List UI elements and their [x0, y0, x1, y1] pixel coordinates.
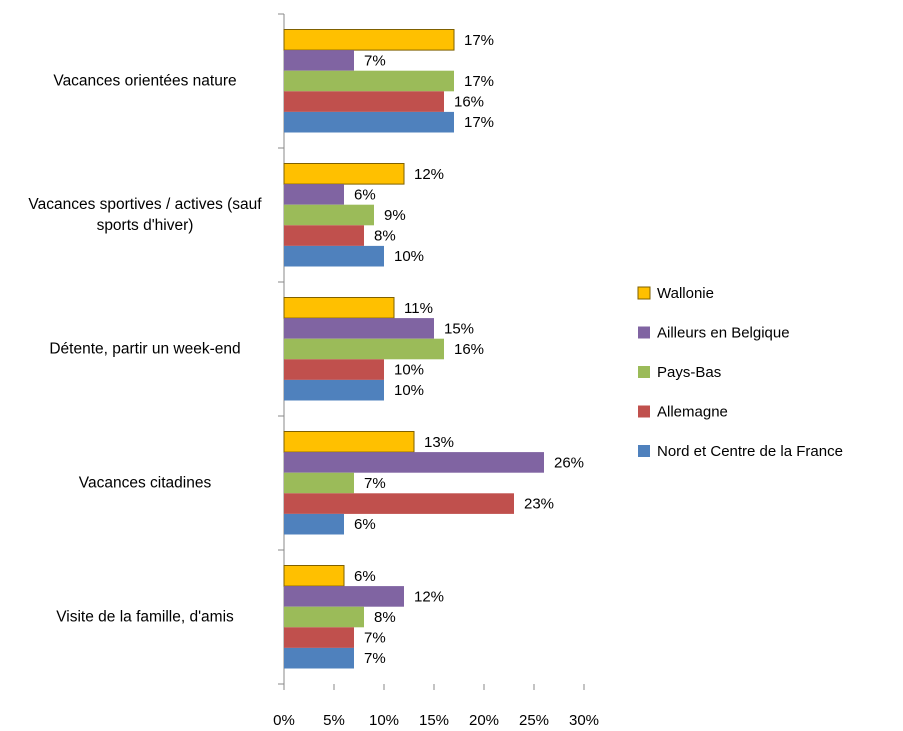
- value-label: 23%: [524, 496, 554, 513]
- bar: [284, 493, 514, 514]
- value-label: 10%: [394, 248, 424, 265]
- value-label: 17%: [464, 73, 494, 90]
- category-label: Détente, partir un week-end: [49, 340, 241, 358]
- value-label: 10%: [394, 382, 424, 399]
- bar: [284, 472, 354, 494]
- value-label: 6%: [354, 186, 376, 203]
- bar: [284, 338, 444, 360]
- bar: [284, 627, 354, 648]
- legend-label: Ailleurs en Belgique: [657, 324, 790, 341]
- x-tick-label: 25%: [519, 712, 549, 729]
- x-tick-label: 30%: [569, 712, 599, 729]
- bar: [283, 297, 395, 319]
- bar: [284, 318, 434, 339]
- bar: [284, 359, 384, 380]
- value-label: 7%: [364, 650, 386, 667]
- bar: [284, 606, 364, 628]
- value-label: 26%: [554, 454, 584, 471]
- value-label: 15%: [444, 320, 474, 337]
- value-label: 9%: [384, 207, 406, 224]
- bar: [284, 452, 544, 473]
- value-label: 8%: [374, 228, 396, 245]
- value-label: 16%: [454, 341, 484, 358]
- bar: [284, 50, 354, 71]
- legend-swatch: [638, 366, 650, 378]
- legend-label: Nord et Centre de la France: [657, 443, 843, 460]
- x-tick-label: 5%: [323, 712, 345, 729]
- value-label: 6%: [354, 568, 376, 585]
- value-label: 11%: [404, 300, 433, 317]
- legend-label: Wallonie: [657, 285, 714, 302]
- bar: [284, 586, 404, 607]
- value-label: 12%: [414, 166, 444, 183]
- legend-swatch: [638, 326, 650, 339]
- legend-swatch: [638, 405, 650, 418]
- category-label: Vacances orientées nature: [53, 72, 237, 90]
- bar: [284, 91, 444, 112]
- value-label: 13%: [424, 434, 454, 451]
- category-label: Visite de la famille, d'amis: [56, 608, 234, 626]
- bar: [284, 204, 374, 226]
- bar: [284, 379, 384, 401]
- value-label: 10%: [394, 362, 424, 379]
- bar: [283, 565, 345, 587]
- bar: [284, 184, 344, 205]
- legend-swatch: [638, 445, 650, 457]
- value-label: 7%: [364, 475, 386, 492]
- bar: [283, 431, 415, 453]
- x-tick-label: 15%: [419, 712, 449, 729]
- value-label: 17%: [464, 114, 494, 131]
- value-label: 17%: [464, 32, 494, 49]
- value-label: 7%: [364, 630, 386, 647]
- category-label: Vacances citadines: [78, 474, 212, 492]
- value-label: 7%: [364, 52, 386, 69]
- x-tick-label: 20%: [469, 712, 499, 729]
- bar: [284, 513, 344, 535]
- bar: [284, 111, 454, 133]
- bar: [284, 225, 364, 246]
- legend-label: Allemagne: [657, 403, 728, 420]
- bar: [284, 245, 384, 267]
- value-label: 12%: [414, 588, 444, 605]
- x-tick-label: 0%: [273, 712, 295, 729]
- legend-label: Pays-Bas: [657, 364, 721, 381]
- bar: [283, 163, 405, 185]
- value-label: 8%: [374, 609, 396, 626]
- category-label: Vacances sportives / actives (sauf sport…: [28, 196, 262, 234]
- bar: [284, 647, 354, 669]
- bar: [283, 29, 455, 51]
- x-tick-label: 10%: [369, 712, 399, 729]
- value-label: 16%: [454, 94, 484, 111]
- legend-swatch: [637, 286, 651, 300]
- bar: [284, 70, 454, 92]
- value-label: 6%: [354, 516, 376, 533]
